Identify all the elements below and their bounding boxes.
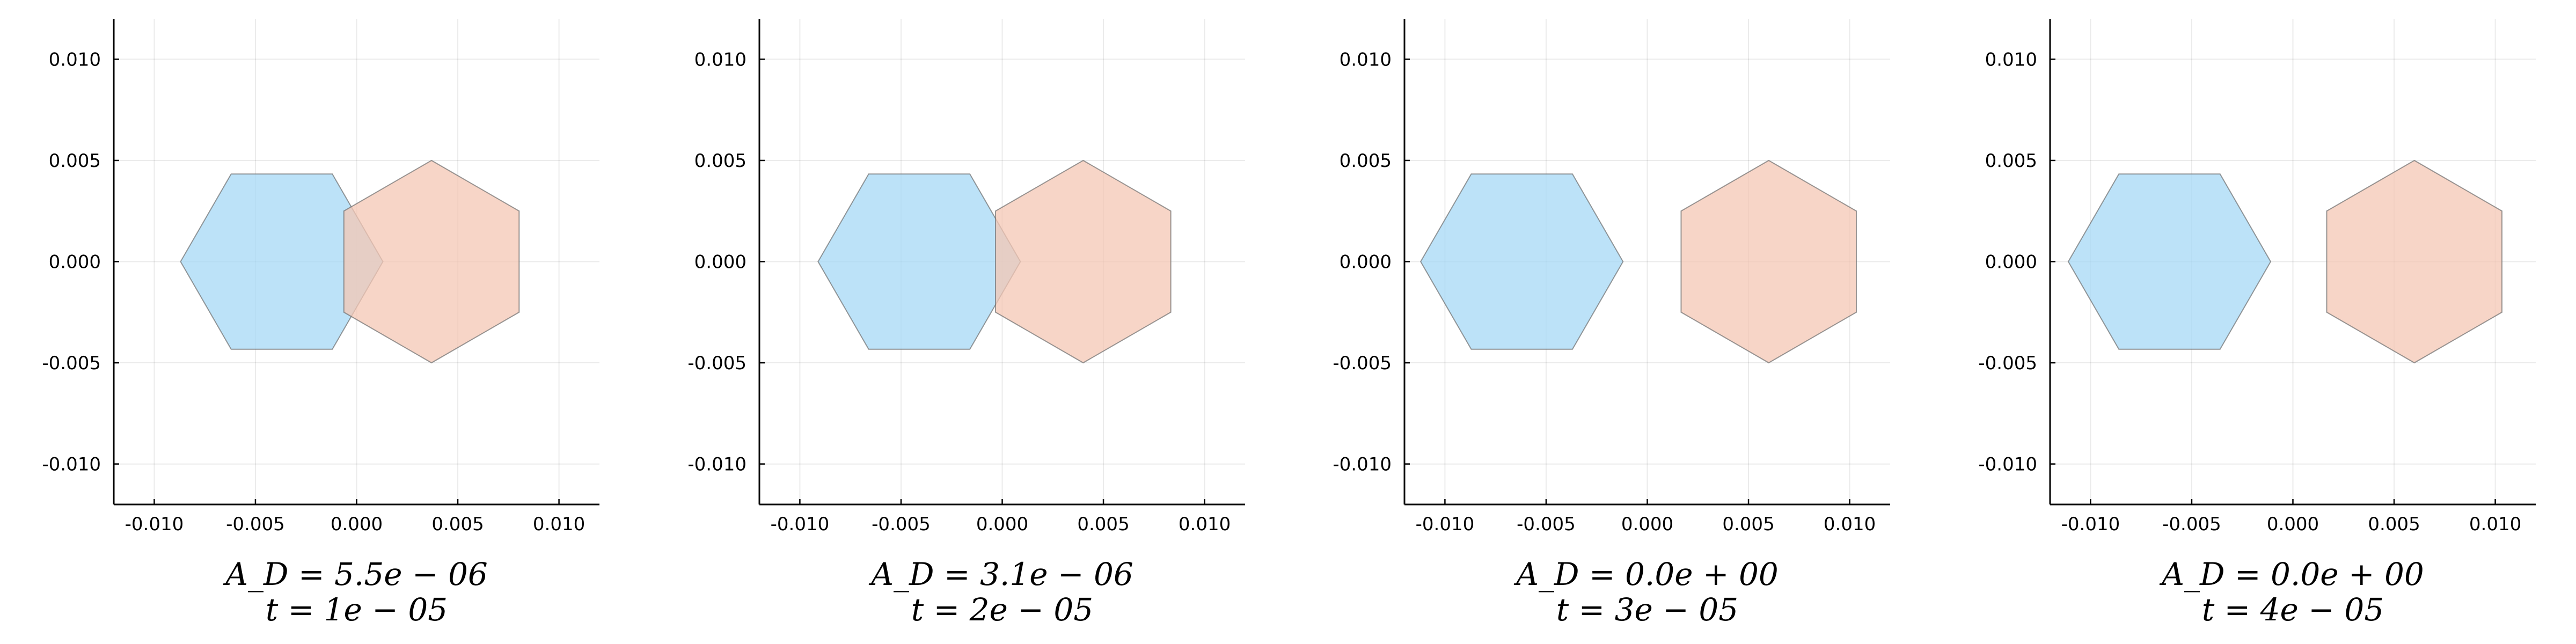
panel-1: -0.010 -0.005 0.000 0.005 0.010 -0.010 -0.005 0… xyxy=(42,19,599,628)
x-tick-label: -0.005 xyxy=(1517,514,1576,535)
caption-time: t = 4e − 05 xyxy=(2202,591,2384,628)
y-tick-label: -0.010 xyxy=(687,454,747,475)
blue-hexagon xyxy=(180,174,383,349)
x-tick-label: 0.005 xyxy=(2368,514,2420,535)
panel-2: -0.010 -0.005 0.000 0.005 0.010 -0.010 -0.005 0… xyxy=(687,19,1245,628)
y-tick-label: 0.005 xyxy=(49,150,101,172)
x-tick-label: -0.005 xyxy=(2162,514,2221,535)
y-tick-label: -0.005 xyxy=(42,353,101,374)
x-tick-label: 0.010 xyxy=(533,514,585,535)
y-tick-label: 0.005 xyxy=(1340,150,1392,172)
orange-hexagon xyxy=(343,160,519,363)
y-tick-label: 0.010 xyxy=(1340,49,1392,70)
x-tick-label: -0.010 xyxy=(2061,514,2120,535)
orange-hexagon-outline xyxy=(995,159,1172,364)
y-tick-label: -0.005 xyxy=(1978,353,2037,374)
orange-hexagon-outline xyxy=(343,159,520,364)
y-tick-label: 0.010 xyxy=(694,49,747,70)
y-tick-label: -0.005 xyxy=(1333,353,1392,374)
x-tick-label: 0.010 xyxy=(1824,514,1876,535)
x-tick-label: 0.005 xyxy=(1077,514,1129,535)
caption-time: t = 1e − 05 xyxy=(266,591,448,628)
caption-area: A_D = 3.1e − 06 xyxy=(868,556,1133,592)
y-tick-label: 0.005 xyxy=(694,150,747,172)
blue-hexagon xyxy=(818,174,1021,349)
orange-hexagon xyxy=(2326,160,2502,363)
x-tick-label: 0.000 xyxy=(976,514,1028,535)
y-tick-label: 0.000 xyxy=(1340,252,1392,273)
x-tick-label: 0.005 xyxy=(1722,514,1774,535)
blue-hexagon-outline xyxy=(180,173,384,350)
orange-hexagon xyxy=(996,160,1171,363)
x-tick-label: -0.005 xyxy=(872,514,931,535)
x-tick-label: -0.005 xyxy=(226,514,285,535)
caption-area: A_D = 0.0e + 00 xyxy=(1513,556,1779,592)
x-tick-label: 0.010 xyxy=(1179,514,1231,535)
blue-hexagon-outline xyxy=(1420,173,1624,350)
orange-hexagon xyxy=(1681,160,1857,363)
x-tick-label: 0.010 xyxy=(2469,514,2521,535)
x-tick-label: 0.000 xyxy=(1621,514,1673,535)
x-tick-label: -0.010 xyxy=(771,514,830,535)
x-tick-label: 0.000 xyxy=(2267,514,2319,535)
blue-hexagon-outline xyxy=(2067,173,2272,350)
y-tick-label: 0.010 xyxy=(1985,49,2037,70)
caption-time: t = 3e − 05 xyxy=(1556,591,1738,628)
panel-4: -0.010 -0.005 0.000 0.005 0.010 -0.010 -0.005 0… xyxy=(1978,19,2536,628)
caption-time: t = 2e − 05 xyxy=(911,591,1093,628)
blue-hexagon-outline xyxy=(817,173,1021,350)
y-tick-label: 0.010 xyxy=(49,49,101,70)
y-tick-label: 0.000 xyxy=(1985,252,2037,273)
y-tick-label: 0.005 xyxy=(1985,150,2037,172)
caption-area: A_D = 0.0e + 00 xyxy=(2159,556,2424,592)
y-tick-label: -0.005 xyxy=(687,353,747,374)
x-tick-label: 0.000 xyxy=(331,514,383,535)
blue-hexagon xyxy=(1421,174,1623,349)
caption-area: A_D = 5.5e − 06 xyxy=(223,556,488,592)
y-tick-label: -0.010 xyxy=(42,454,101,475)
blue-hexagon xyxy=(2068,174,2271,349)
panel-3: -0.010 -0.005 0.000 0.005 0.010 -0.010 -0.005 0… xyxy=(1333,19,1890,628)
orange-hexagon-outline xyxy=(1680,159,1857,364)
x-tick-label: -0.010 xyxy=(1416,514,1475,535)
y-tick-label: -0.010 xyxy=(1978,454,2037,475)
y-tick-label: 0.000 xyxy=(49,252,101,273)
orange-hexagon-outline xyxy=(2326,159,2503,364)
y-tick-label: 0.000 xyxy=(694,252,747,273)
x-tick-label: -0.010 xyxy=(125,514,184,535)
y-tick-label: -0.010 xyxy=(1333,454,1392,475)
x-tick-label: 0.005 xyxy=(431,514,484,535)
